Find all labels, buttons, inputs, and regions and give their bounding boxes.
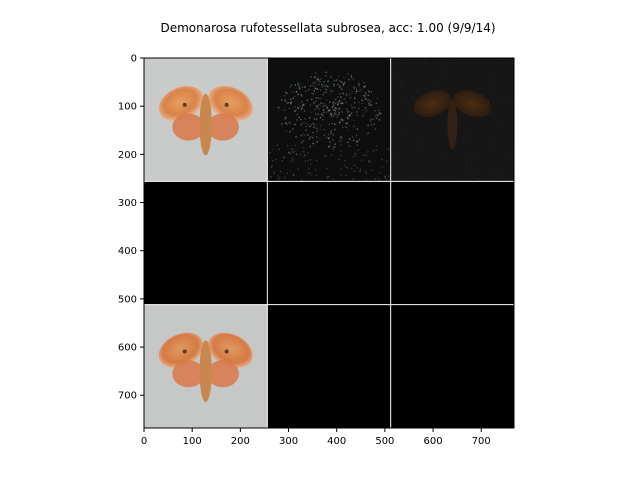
cell-background [390, 304, 514, 428]
moth-eyespot [224, 102, 229, 107]
y-tick-label: 200 [118, 150, 137, 161]
moth-hindwing-left [172, 113, 205, 141]
image-cell [267, 304, 391, 428]
y-tick-label: 600 [118, 343, 137, 354]
moth-body [199, 93, 212, 156]
y-axis: 0 100 200 300 400 500 600 700 [118, 54, 144, 402]
axes-frame [143, 57, 515, 429]
cell-separators [144, 58, 514, 428]
y-tick-label: 300 [118, 198, 137, 209]
image-cell [144, 181, 268, 305]
x-tick-label: 100 [183, 436, 202, 447]
moth-forewing-right [208, 332, 253, 368]
moth-hindwing-left [172, 360, 205, 388]
y-tick-label: 100 [118, 102, 137, 113]
image-cell [390, 181, 514, 305]
moth-body [199, 340, 212, 403]
x-tick-label: 700 [472, 436, 491, 447]
dark-moth-shape [390, 58, 514, 181]
moth-forewing-left [158, 86, 204, 122]
cell-background [390, 181, 514, 305]
x-tick-label: 600 [424, 436, 443, 447]
image-cell [144, 304, 268, 428]
x-tick-label: 400 [327, 436, 346, 447]
x-tick-label: 0 [141, 436, 147, 447]
cell-background [144, 181, 268, 305]
noise-pattern [268, 71, 392, 183]
image-cell [390, 58, 514, 182]
moth-hindwing-right [206, 113, 239, 141]
image-cell [390, 304, 514, 428]
chart-title: Demonarosa rufotessellata subrosea, acc:… [160, 21, 495, 35]
y-tick-label: 500 [118, 294, 137, 305]
moth-eyespot [182, 349, 187, 354]
cell-background [267, 58, 391, 182]
x-tick-label: 300 [279, 436, 298, 447]
moth-forewing-right [208, 86, 253, 122]
image-cell [267, 58, 392, 183]
x-tick-label: 200 [231, 436, 250, 447]
y-tick-label: 400 [118, 246, 137, 257]
moth-forewing-left [158, 332, 204, 368]
y-tick-label: 0 [131, 54, 137, 65]
image-cell [267, 181, 391, 305]
moth-eyespot [224, 349, 229, 354]
y-tick-label: 700 [118, 391, 137, 402]
image-cells [144, 58, 514, 428]
moth-eyespot [182, 102, 187, 107]
moth-hindwing-right [206, 360, 239, 388]
image-cell [144, 58, 268, 182]
cell-background [267, 304, 391, 428]
x-tick-label: 500 [375, 436, 394, 447]
x-axis: 0 100 200 300 400 500 600 700 [141, 428, 491, 447]
cell-background [267, 181, 391, 305]
